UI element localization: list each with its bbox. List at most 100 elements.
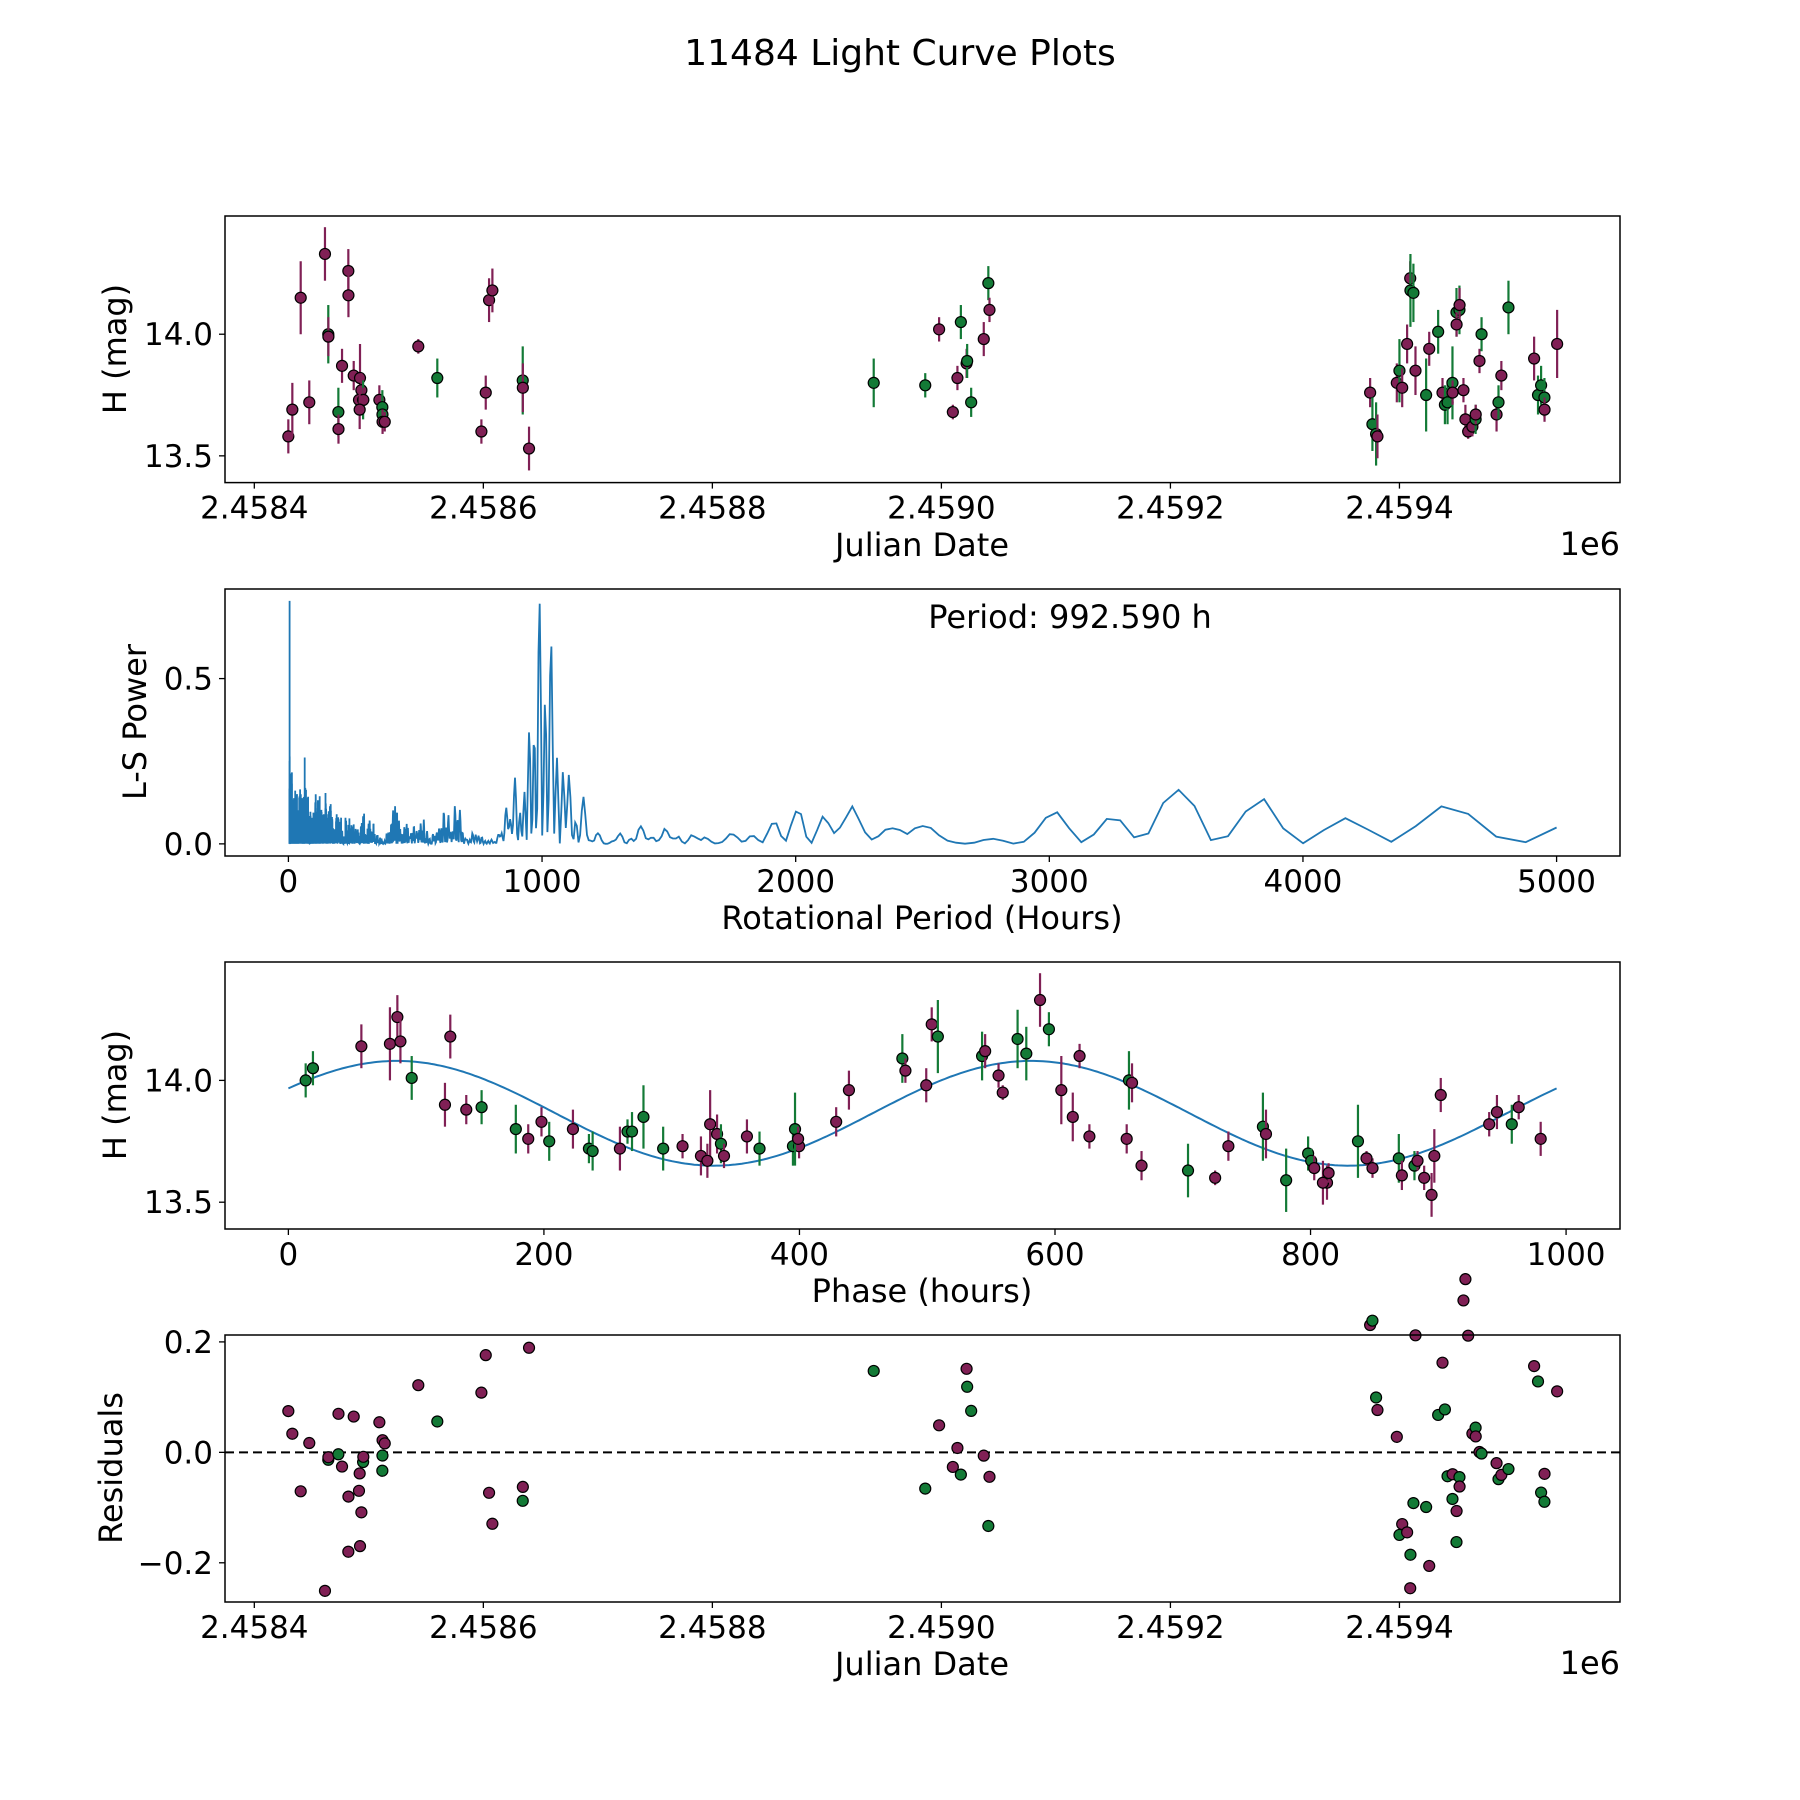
residual-point <box>1423 1559 1436 1573</box>
phased-point <box>1434 1088 1447 1102</box>
residuals-ytick-label: 0.2 <box>164 1325 213 1361</box>
period-annotation: Period: 992.590 h <box>928 598 1212 636</box>
phased-point <box>405 1071 418 1085</box>
residual-point <box>1366 1314 1379 1327</box>
residuals-ytick-label: −0.2 <box>138 1546 213 1582</box>
residual-point <box>376 1464 389 1477</box>
phased-ylabel: H (mag) <box>96 1030 134 1160</box>
lightcurve-point <box>1423 342 1436 355</box>
residuals-ytick-label: 0.0 <box>164 1435 213 1471</box>
lightcurve-point <box>1401 337 1414 351</box>
periodogram-ylabel: L-S Power <box>116 643 154 800</box>
phased-point <box>1425 1188 1438 1201</box>
lightcurve-xtick-label: 2.4588 <box>658 491 766 527</box>
phased-point <box>992 1069 1005 1082</box>
phased-point <box>899 1064 912 1077</box>
residual-point <box>286 1427 299 1440</box>
residual-point <box>1490 1457 1503 1470</box>
phased-ytick-label: 14.0 <box>144 1063 213 1099</box>
lightcurve-ytick-label: 13.5 <box>144 439 213 475</box>
lightcurve-point <box>335 359 349 372</box>
lightcurve-point <box>954 315 967 329</box>
residual-point <box>357 1450 370 1463</box>
residual-point <box>1528 1360 1541 1373</box>
residual-point <box>1457 1294 1470 1307</box>
lightcurve-point <box>1473 354 1486 368</box>
residual-point <box>412 1379 425 1392</box>
lightcurve-point <box>1371 430 1384 443</box>
phased-point <box>460 1103 473 1116</box>
residual-point <box>353 1467 366 1480</box>
lightcurve-point <box>1450 318 1463 331</box>
phased-xlabel: Phase (hours) <box>812 1272 1033 1310</box>
phased-point <box>704 1118 717 1131</box>
phased-point <box>1483 1118 1496 1131</box>
lightcurve-panel: 2.4584 2.4586 2.4588 2.4590 2.4592 2.4594 13.5… <box>144 215 1621 527</box>
lightcurve-point <box>951 371 964 385</box>
periodogram-xtick-label: 2000 <box>756 864 835 900</box>
phased-point <box>1125 1076 1139 1089</box>
phased-point <box>1428 1149 1441 1163</box>
phased-point <box>1534 1132 1547 1145</box>
phased-point <box>1395 1169 1408 1182</box>
lightcurve-point <box>353 403 366 416</box>
lightcurve-point <box>475 425 488 438</box>
residual-point <box>1390 1430 1403 1443</box>
lightcurve-point <box>1364 386 1377 399</box>
phased-point <box>931 1030 944 1043</box>
residual-point <box>1436 1356 1449 1369</box>
lightcurve-point <box>1538 403 1551 416</box>
lightcurve-point <box>933 323 946 336</box>
phased-point <box>1512 1101 1525 1114</box>
residuals-xtick-label: 2.4588 <box>658 1610 766 1646</box>
residual-point <box>332 1407 345 1420</box>
phased-point <box>1280 1174 1293 1187</box>
lightcurve-point <box>867 376 880 389</box>
phased-point <box>925 1018 938 1031</box>
residual-point <box>1502 1462 1515 1476</box>
phased-point <box>717 1149 731 1163</box>
periodogram-xtick-label: 3000 <box>1010 864 1089 900</box>
lightcurve-xtick-label: 2.4592 <box>1116 491 1224 527</box>
phased-point <box>920 1079 933 1092</box>
phased-point <box>1411 1154 1424 1167</box>
phased-panel: 0 200 400 600 800 1000 13.5 14.0 <box>144 961 1621 1273</box>
phased-point <box>1033 993 1047 1007</box>
residual-point <box>1531 1375 1545 1388</box>
lightcurve-point <box>479 386 492 399</box>
residual-point <box>378 1437 391 1450</box>
residual-point <box>482 1486 496 1499</box>
residuals-offset-label: 1e6 <box>1560 1644 1620 1682</box>
lightcurve-point <box>431 371 444 385</box>
phased-point <box>1055 1084 1068 1097</box>
phased-point <box>1322 1166 1335 1180</box>
residual-point <box>516 1494 529 1507</box>
lightcurve-point <box>977 332 990 346</box>
residual-point <box>1551 1385 1564 1398</box>
lightcurve-point <box>1446 386 1459 399</box>
lightcurve-point <box>412 340 425 353</box>
phased-point <box>1351 1135 1365 1148</box>
residual-point <box>475 1386 488 1399</box>
lightcurve-offset-label: 1e6 <box>1560 525 1620 563</box>
residual-point <box>919 1482 932 1495</box>
phased-point <box>586 1144 599 1158</box>
phased-point <box>996 1086 1009 1099</box>
phased-point <box>1505 1118 1518 1131</box>
phased-ytick-label: 13.5 <box>144 1185 213 1221</box>
residual-point <box>486 1517 499 1530</box>
residual-point <box>479 1349 492 1362</box>
residuals-panel: 2.4584 2.4586 2.4588 2.4590 2.4592 2.4594 −0.2… <box>138 1273 1621 1646</box>
periodogram-ytick-label: 0.0 <box>164 827 213 863</box>
phased-xtick-label: 400 <box>770 1237 829 1273</box>
phased-point <box>299 1074 312 1087</box>
lightcurve-point <box>1502 301 1515 314</box>
residual-point <box>431 1415 444 1428</box>
periodogram-line <box>288 600 1557 848</box>
phased-point <box>535 1115 548 1128</box>
lightcurve-point <box>342 289 355 302</box>
periodogram-axes-frame <box>224 588 1621 857</box>
phased-point <box>1011 1032 1024 1046</box>
lightcurve-axes-frame <box>224 215 1621 484</box>
